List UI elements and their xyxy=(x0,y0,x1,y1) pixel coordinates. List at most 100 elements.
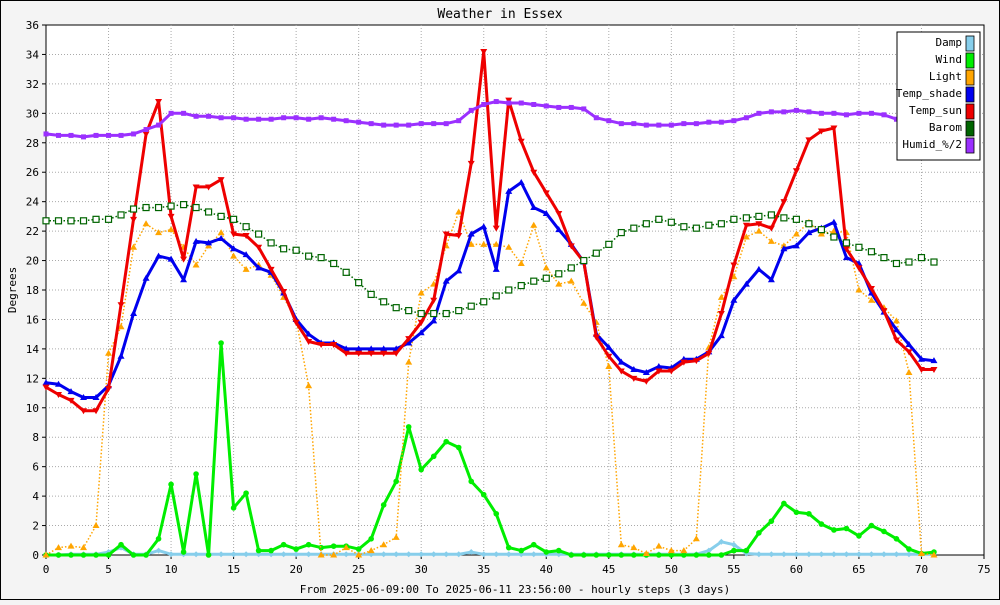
data-point-barom xyxy=(367,290,375,299)
data-point-temp-sun xyxy=(317,341,325,348)
data-point-humid-2 xyxy=(768,109,774,115)
data-point-wind xyxy=(55,552,62,558)
data-point-damp xyxy=(818,551,825,558)
data-point-wind xyxy=(330,543,337,549)
data-point-humid-2 xyxy=(506,100,512,106)
x-tick-label: 35 xyxy=(477,563,490,576)
data-point-temp-sun xyxy=(780,199,788,206)
x-axis-label: From 2025-06-09:00 To 2025-06-11 23:56:0… xyxy=(300,583,730,596)
data-point-temp-sun xyxy=(117,302,125,309)
data-point-barom xyxy=(742,214,750,222)
series-line-temp-sun xyxy=(45,50,934,413)
data-point-humid-2 xyxy=(181,110,187,116)
data-point-light xyxy=(630,544,638,551)
data-point-temp-sun xyxy=(892,337,900,344)
data-point-light xyxy=(642,550,650,557)
data-point-barom xyxy=(817,226,826,234)
data-point-humid-2 xyxy=(618,121,624,127)
data-point-temp-shade xyxy=(930,357,938,364)
x-tick-label: 0 xyxy=(43,563,50,576)
data-point-light xyxy=(530,221,538,228)
data-point-barom xyxy=(305,252,313,260)
data-point-temp-sun xyxy=(330,341,338,348)
data-point-humid-2 xyxy=(681,121,687,127)
data-point-light xyxy=(405,358,413,365)
data-point-damp xyxy=(480,551,487,558)
data-point-barom xyxy=(767,211,775,219)
data-point-wind xyxy=(681,552,687,558)
data-point-light xyxy=(117,323,125,330)
x-tick-label: 15 xyxy=(227,563,240,576)
data-point-temp-shade xyxy=(130,310,138,317)
data-point-damp xyxy=(305,551,312,558)
data-point-light xyxy=(667,547,675,554)
data-point-barom xyxy=(480,298,488,306)
y-tick-label: 30 xyxy=(26,107,39,120)
data-point-damp xyxy=(793,551,800,558)
data-point-barom xyxy=(54,217,63,225)
data-point-temp-shade xyxy=(842,254,850,261)
data-point-temp-shade xyxy=(142,274,150,281)
data-point-wind xyxy=(143,552,149,558)
data-point-humid-2 xyxy=(793,107,799,113)
data-point-humid-2 xyxy=(368,121,374,127)
data-point-humid-2 xyxy=(218,115,224,121)
data-point-wind xyxy=(93,552,99,558)
data-point-light xyxy=(555,280,563,287)
data-point-temp-shade xyxy=(780,245,788,252)
data-point-temp-sun xyxy=(92,408,100,415)
data-point-barom xyxy=(342,268,350,276)
data-point-light xyxy=(367,547,375,554)
data-point-temp-sun xyxy=(242,233,250,240)
data-point-barom xyxy=(355,279,363,287)
data-point-barom xyxy=(592,249,600,257)
data-point-wind xyxy=(518,547,525,554)
data-point-humid-2 xyxy=(731,118,737,124)
data-point-temp-shade xyxy=(417,329,425,336)
data-point-light xyxy=(855,286,863,293)
data-point-temp-sun xyxy=(480,49,488,55)
data-point-temp-shade xyxy=(792,242,800,249)
data-point-barom xyxy=(792,215,801,223)
x-tick-label: 55 xyxy=(727,563,740,576)
data-point-humid-2 xyxy=(331,116,337,122)
data-point-light xyxy=(617,541,625,548)
data-point-damp xyxy=(843,551,850,558)
data-point-light xyxy=(567,277,575,284)
data-point-temp-sun xyxy=(880,308,888,315)
data-point-humid-2 xyxy=(868,110,874,116)
data-point-light xyxy=(417,289,425,296)
data-point-temp-shade xyxy=(517,179,525,186)
data-point-humid-2 xyxy=(68,132,74,138)
data-point-barom xyxy=(717,220,725,228)
data-point-barom xyxy=(855,243,863,251)
data-point-temp-shade xyxy=(917,355,925,362)
data-point-damp xyxy=(280,551,287,558)
legend-swatch-damp xyxy=(965,35,975,52)
data-point-light xyxy=(867,296,875,303)
data-point-wind xyxy=(631,552,637,558)
data-point-damp xyxy=(380,551,387,558)
data-point-barom xyxy=(842,239,851,247)
data-point-humid-2 xyxy=(481,102,487,107)
data-point-humid-2 xyxy=(381,122,387,128)
y-tick-label: 24 xyxy=(26,196,40,209)
data-point-barom xyxy=(692,224,700,232)
data-point-light xyxy=(480,240,488,247)
data-point-humid-2 xyxy=(343,118,349,124)
data-point-temp-shade xyxy=(167,255,175,262)
data-point-humid-2 xyxy=(643,122,649,128)
x-tick-label: 10 xyxy=(164,563,177,576)
data-point-temp-sun xyxy=(680,359,688,366)
data-point-temp-sun xyxy=(692,358,700,365)
data-point-barom xyxy=(467,302,475,310)
data-point-barom xyxy=(455,307,463,315)
data-point-barom xyxy=(617,228,625,237)
axis-ticks: 0 5 10 15 20 25 30 35 40 45 50 55 60 65 70 750246810121… xyxy=(26,19,991,576)
data-point-temp-sun xyxy=(442,231,450,238)
data-point-humid-2 xyxy=(293,115,299,121)
data-point-wind xyxy=(555,547,562,554)
data-point-temp-sun xyxy=(217,177,225,184)
data-point-temp-sun xyxy=(667,368,675,375)
